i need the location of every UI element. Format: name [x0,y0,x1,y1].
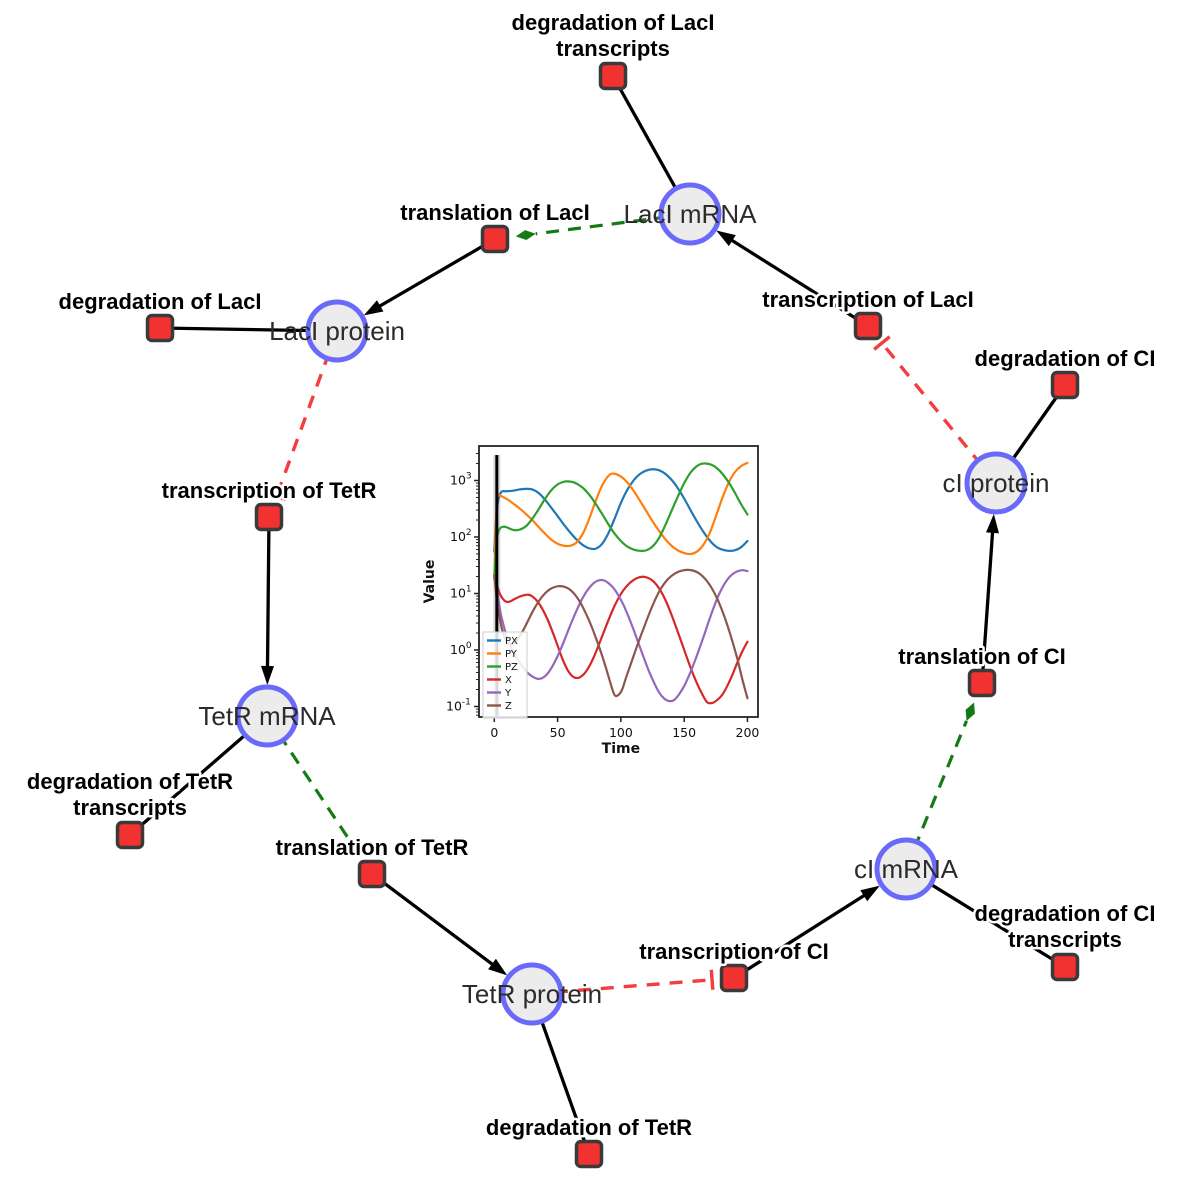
reaction-node-deg-ci[interactable] [1050,370,1080,400]
y-tick-label: 101 [450,585,472,601]
edge-transc-laci-laci-mrna [728,237,869,328]
species-label-tetr-mrna: TetR mRNA [198,701,336,731]
series-PY-line [493,461,749,581]
nodes-layer [115,61,1080,1169]
reaction-node-deg-tetr-transcripts[interactable] [115,820,145,850]
reaction-node-deg-laci[interactable] [145,313,175,343]
reaction-label-deg-ci-transcripts-line2: transcripts [1008,927,1122,952]
species-label-laci-mrna: LacI mRNA [624,199,758,229]
edge-tetr-mrna-transl-tetr-arrowhead [349,839,361,857]
series-PX-line [493,468,749,553]
reaction-node-transl-ci[interactable] [967,668,997,698]
reaction-node-deg-tetr[interactable] [574,1139,604,1169]
x-tick-label: 50 [550,725,566,740]
legend-label-Z: Z [505,701,512,712]
reaction-label-deg-ci: degradation of CI [975,346,1156,371]
edge-transc-ci-ci-mrna [733,892,868,980]
edge-transl-ci-ci-protein-arrowhead [986,513,999,534]
reaction-label-deg-laci: degradation of LacI [59,289,262,314]
edge-tetr-protein-transc-ci-tbar [709,969,715,990]
legend-box [482,631,528,719]
series-Z-line [493,568,749,700]
reaction-label-deg-tetr-transcripts-line2: transcripts [73,795,187,820]
reaction-label-transc-tetr: transcription of TetR [162,478,377,503]
series-Y-line [493,569,749,703]
legend-label-PX: PX [505,636,518,647]
edge-laci-protein-transc-tetr-tbar [266,491,287,502]
reaction-node-transl-laci[interactable] [480,224,510,254]
y-tick-label: 102 [450,528,472,544]
reaction-node-deg-ci-transcripts[interactable] [1050,952,1080,982]
legend-label-Y: Y [504,688,512,699]
species-node-tetr-protein[interactable] [500,962,564,1026]
plot-frame [478,445,759,718]
x-tick-label: 0 [490,725,498,740]
reaction-label-transl-laci: translation of LacI [400,200,589,225]
y-tick-label: 103 [450,472,472,488]
x-tick-label: 150 [672,725,696,740]
reaction-label-transc-laci: transcription of LacI [762,287,973,312]
edge-laci-mrna-transl-laci-arrowhead [515,230,536,241]
reaction-label-transl-tetr: translation of TetR [276,835,469,860]
edge-transc-ci-ci-mrna-arrowhead [860,885,880,902]
edge-transc-laci-laci-mrna-arrowhead [716,230,736,247]
species-node-ci-protein[interactable] [964,451,1028,515]
edge-transl-tetr-tetr-protein-arrowhead [488,958,508,976]
edge-transl-ci-ci-protein [980,529,995,684]
y-axis-label: Value [422,560,438,604]
y-tick-label: 10-1 [446,698,471,714]
species-node-laci-protein[interactable] [305,299,369,363]
species-node-laci-mrna[interactable] [658,182,722,246]
series-X-line [493,574,749,705]
reaction-node-transl-tetr[interactable] [357,859,387,889]
edge-transc-tetr-tetr-mrna-arrowhead [261,665,275,686]
reaction-node-transc-ci[interactable] [719,963,749,993]
legend-label-X: X [505,675,512,686]
edge-transc-tetr-tetr-mrna [265,516,271,670]
reaction-label-deg-tetr-transcripts: degradation of TetR [27,769,233,794]
plot-series [493,461,749,705]
edge-transl-laci-laci-protein-arrowhead [363,300,384,316]
edge-transl-laci-laci-protein [376,237,496,309]
reaction-label-deg-laci-transcripts-line2: transcripts [556,36,670,61]
timecourse-plot: 0 50 100 150 200 Time 10-1 100 101 102 103 Value PX P… [422,445,760,757]
labels-layer: degradation of LacItranscriptstranslatio… [24,8,1158,1143]
edge-transl-tetr-tetr-protein [371,872,496,968]
species-node-ci-mrna[interactable] [874,837,938,901]
reaction-label-deg-ci-transcripts: degradation of CI [975,901,1156,926]
species-label-ci-protein: cI protein [943,468,1050,498]
reaction-label-transc-ci: transcription of CI [639,939,828,964]
reaction-node-transc-laci[interactable] [853,311,883,341]
species-label-tetr-protein: TetR protein [462,979,602,1009]
x-tick-label: 200 [736,725,760,740]
x-tick-label: 100 [609,725,633,740]
legend-label-PY: PY [505,649,518,660]
series-PZ-line [493,462,749,581]
species-label-ci-mrna: cI mRNA [854,854,959,884]
reaction-label-deg-tetr: degradation of TetR [486,1115,692,1140]
species-node-tetr-mrna[interactable] [235,684,299,748]
edge-ci-protein-transc-laci-tbar [873,335,891,351]
reaction-label-transl-ci: translation of CI [898,644,1065,669]
x-axis-label: Time [602,741,640,757]
edge-ci-mrna-transl-ci-arrowhead [965,702,975,721]
species-label-laci-protein: LacI protein [269,316,405,346]
y-tick-label: 100 [450,641,472,657]
reaction-label-deg-laci-transcripts: degradation of LacI [512,10,715,35]
reaction-node-deg-laci-transcripts[interactable] [598,61,628,91]
reaction-node-transc-tetr[interactable] [254,502,284,532]
legend-label-PZ: PZ [505,662,518,673]
